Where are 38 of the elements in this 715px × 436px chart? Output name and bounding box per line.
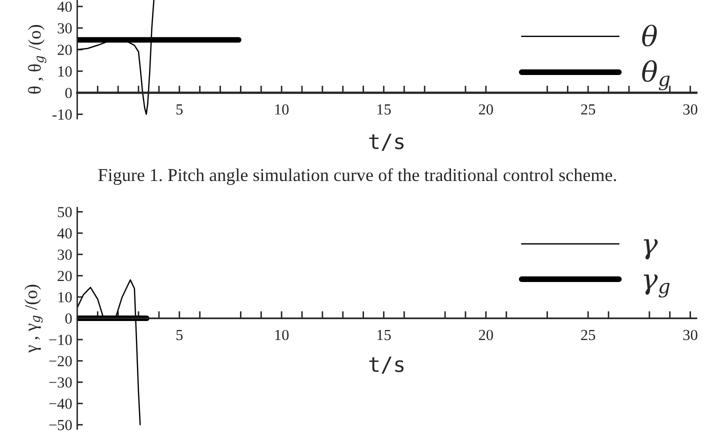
x-tick-label: 30 [683,330,698,340]
legend-label: θ [642,24,657,46]
y-tick-label: 50 [58,206,72,218]
x-tick-label: 15 [377,330,391,340]
y-tick-label: 40 [57,2,72,12]
y-tick-label: 30 [58,23,72,34]
y-tick-label: 0 [65,313,72,324]
y-axis-title: γ , γ$_{g}$ /(o) [24,284,43,353]
legend-label: γ [644,239,658,260]
y-tick-label: −20 [49,356,72,366]
caption: Figure 1. Pitch angle simulation curve of the traditional control scheme. [98,168,616,185]
y-tick-label: 0 [65,88,72,98]
x-tick-label: 5 [176,104,183,115]
x-tick-label: 25 [581,104,596,115]
y-axis-title: θ , θ$_{g}$ /(o) [28,25,46,94]
x-tick-label: 30 [683,104,698,115]
x-axis-title: t/s [369,356,404,374]
legend-label: γ$_{g}$ [644,274,670,298]
y-tick-label: -10 [52,109,72,120]
y-tick-label: −50 [49,420,72,430]
y-tick-label: 40 [57,228,72,239]
y-tick-label: 20 [58,44,72,56]
x-tick-label: 10 [275,104,289,115]
x-tick-label: 15 [377,104,391,115]
y-tick-label: −40 [49,398,72,409]
x-tick-label: 20 [478,104,493,115]
y-tick-label: 10 [58,66,72,77]
x-tick-label: 5 [176,330,183,340]
x-tick-label: 20 [478,330,493,340]
y-tick-label: 10 [58,292,72,302]
legend-label: θ$_{g}$ [642,60,670,90]
y-tick-label: −30 [49,377,72,388]
y-tick-label: 30 [58,250,72,260]
y-tick-label: −10 [49,334,72,346]
x-tick-label: 10 [275,330,289,340]
y-tick-label: 20 [58,270,72,282]
x-axis-title: t/s [369,134,404,151]
x-tick-label: 25 [581,330,596,340]
